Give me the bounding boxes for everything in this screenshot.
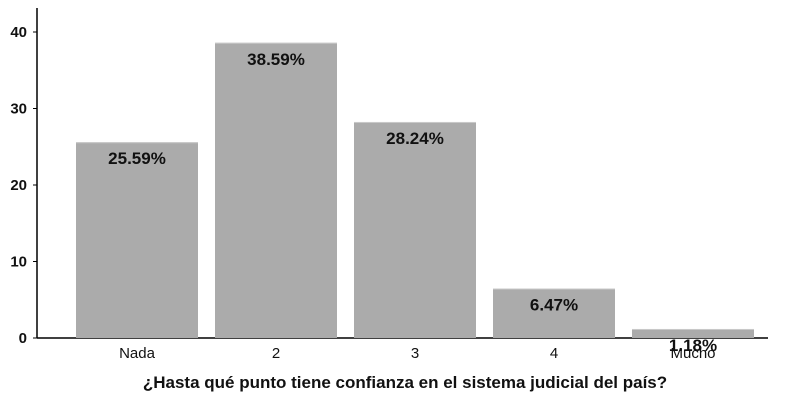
- y-tick-label: 10: [10, 254, 27, 271]
- bar-value-label: 28.24%: [386, 129, 444, 148]
- x-axis-title: ¿Hasta qué punto tiene confianza en el s…: [143, 373, 667, 392]
- y-tick-label: 0: [19, 330, 27, 347]
- x-tick-label: 4: [550, 345, 558, 362]
- y-tick-label: 30: [10, 101, 27, 118]
- y-tick-label: 40: [10, 24, 27, 41]
- bar-value-label: 38.59%: [247, 50, 305, 69]
- x-tick-label: Mucho: [670, 345, 715, 362]
- y-tick-label: 20: [10, 177, 27, 194]
- bar-value-label: 25.59%: [108, 149, 166, 168]
- x-tick-label: 2: [272, 345, 280, 362]
- x-tick-label: Nada: [119, 345, 156, 362]
- bar-4: [493, 288, 615, 338]
- bar-2: [215, 42, 337, 338]
- x-tick-label: 3: [411, 345, 419, 362]
- bar-3: [354, 121, 476, 339]
- bar-nada: [76, 142, 198, 338]
- bar-value-label: 6.47%: [530, 296, 578, 315]
- bar-value-label: 1.18%: [669, 336, 717, 355]
- bar-mucho: [632, 328, 754, 338]
